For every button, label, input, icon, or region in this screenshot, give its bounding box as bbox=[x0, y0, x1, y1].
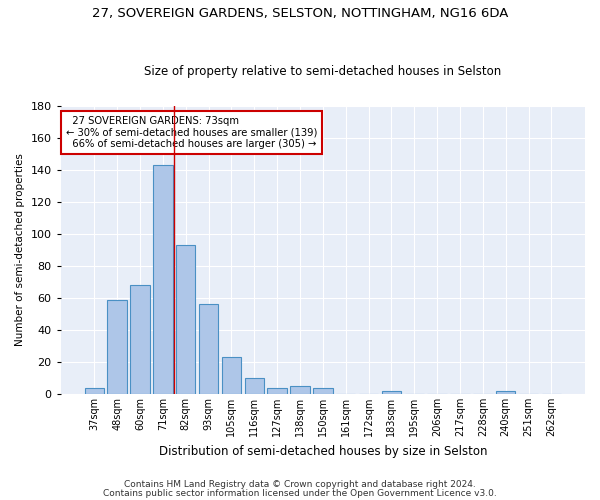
X-axis label: Distribution of semi-detached houses by size in Selston: Distribution of semi-detached houses by … bbox=[158, 444, 487, 458]
Y-axis label: Number of semi-detached properties: Number of semi-detached properties bbox=[15, 154, 25, 346]
Title: Size of property relative to semi-detached houses in Selston: Size of property relative to semi-detach… bbox=[144, 66, 502, 78]
Bar bbox=[176, 245, 196, 394]
Bar bbox=[382, 391, 401, 394]
Text: 27, SOVEREIGN GARDENS, SELSTON, NOTTINGHAM, NG16 6DA: 27, SOVEREIGN GARDENS, SELSTON, NOTTINGH… bbox=[92, 8, 508, 20]
Text: Contains HM Land Registry data © Crown copyright and database right 2024.: Contains HM Land Registry data © Crown c… bbox=[124, 480, 476, 489]
Bar bbox=[107, 300, 127, 394]
Bar bbox=[130, 285, 149, 394]
Bar bbox=[313, 388, 332, 394]
Bar bbox=[85, 388, 104, 394]
Bar bbox=[496, 391, 515, 394]
Bar bbox=[153, 165, 173, 394]
Bar bbox=[199, 304, 218, 394]
Text: Contains public sector information licensed under the Open Government Licence v3: Contains public sector information licen… bbox=[103, 488, 497, 498]
Bar bbox=[290, 386, 310, 394]
Text: 27 SOVEREIGN GARDENS: 73sqm
← 30% of semi-detached houses are smaller (139)
  66: 27 SOVEREIGN GARDENS: 73sqm ← 30% of sem… bbox=[66, 116, 317, 150]
Bar bbox=[268, 388, 287, 394]
Bar bbox=[221, 357, 241, 394]
Bar bbox=[245, 378, 264, 394]
